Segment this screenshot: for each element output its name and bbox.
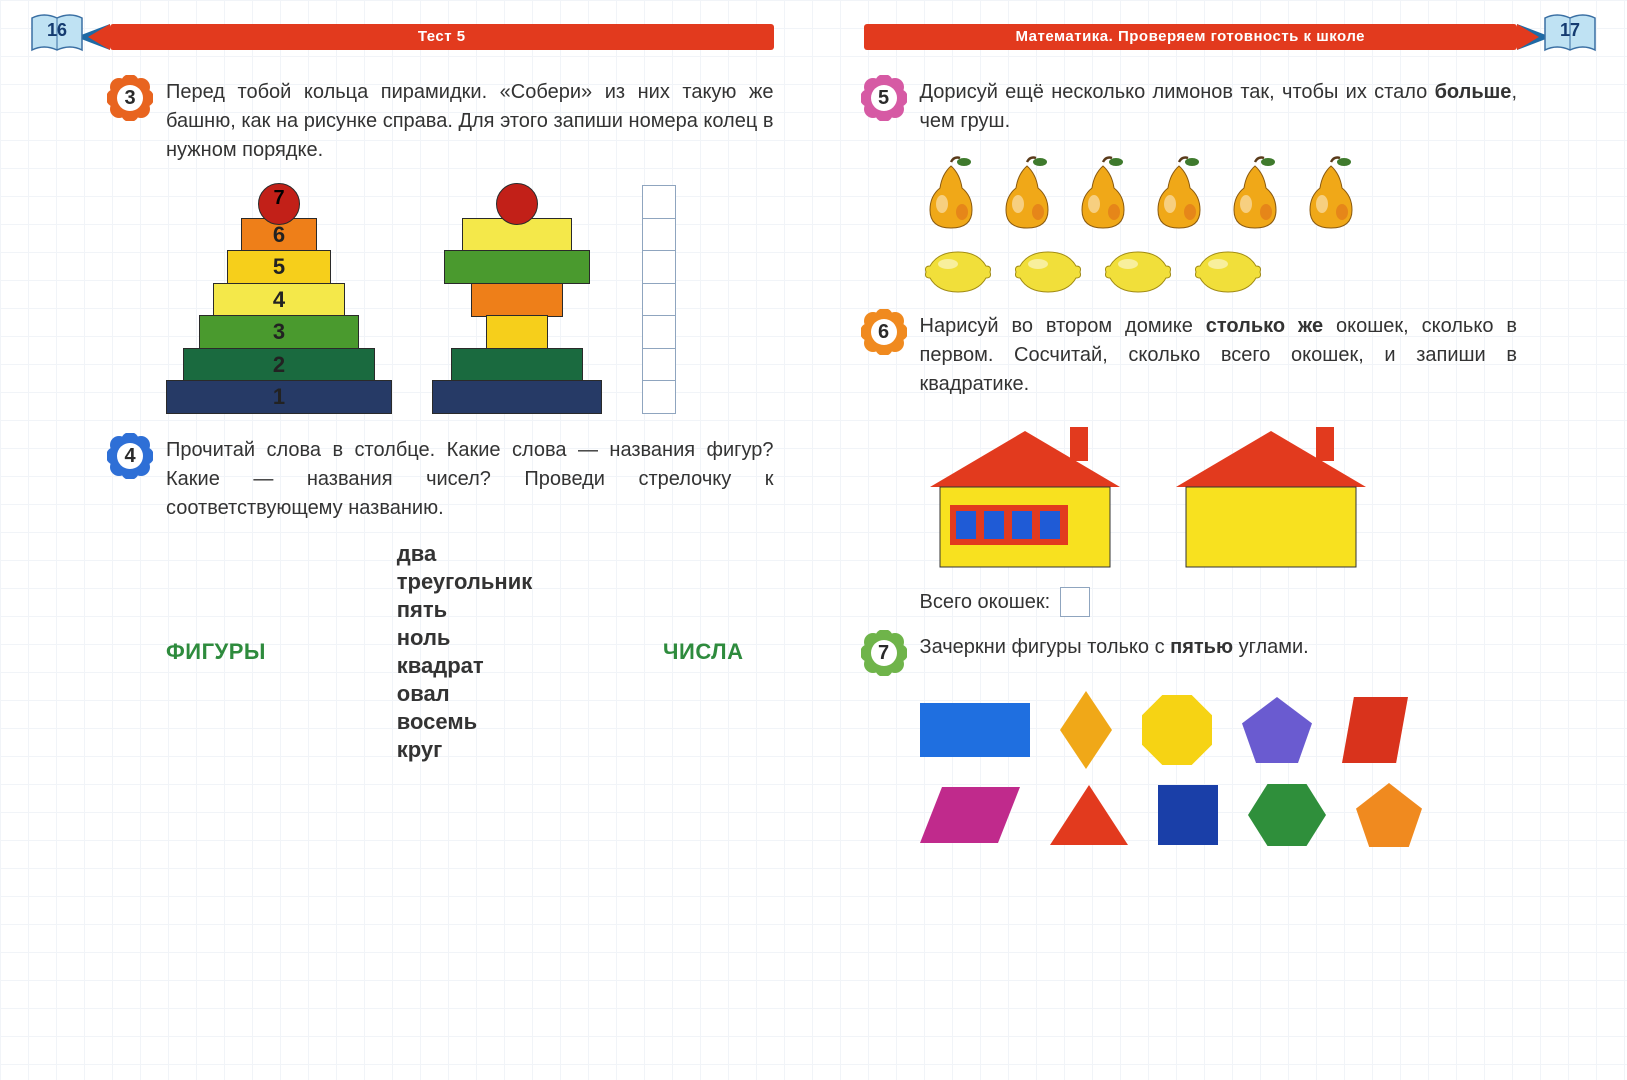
task-7: 7 Зачеркни фигуры только с пятью углами. (864, 633, 1518, 673)
total-input[interactable] (1060, 587, 1090, 617)
header-bar-right: Математика. Проверяем готовность к школе (864, 24, 1518, 50)
house-1 (920, 417, 1130, 577)
pear-icon (996, 154, 1058, 232)
answer-cell-3[interactable] (642, 283, 676, 317)
word-треугольник: треугольник (397, 569, 532, 595)
pyramid-figure: 7654321 (166, 183, 774, 414)
task-badge-7: 7 (864, 633, 904, 673)
numbers-label: ЧИСЛА (663, 639, 743, 665)
answer-cell-0[interactable] (642, 185, 676, 219)
task-badge-3: 3 (110, 78, 150, 118)
answer-column[interactable] (642, 185, 676, 414)
task-4-text: Прочитай слова в столбце. Какие слова — … (166, 436, 774, 523)
shapes-row-1[interactable] (920, 691, 1518, 769)
answer-cell-2[interactable] (642, 250, 676, 284)
word-column: дватреугольникпятьнольквадратовалвосемьк… (397, 541, 532, 763)
lemon-icon (1010, 246, 1086, 298)
shape-pent2[interactable] (1356, 783, 1422, 847)
figures-label: ФИГУРЫ (166, 639, 266, 665)
houses (920, 417, 1518, 577)
page-number-left: 16 (30, 12, 84, 54)
word-пять: пять (397, 597, 447, 623)
pear-icon (920, 154, 982, 232)
tower-ring-2 (444, 250, 590, 284)
task-7-text: Зачеркни фигуры только с пятью углами. (920, 633, 1309, 673)
word-овал: овал (397, 681, 450, 707)
shape-octagon[interactable] (1142, 695, 1212, 765)
shape-rect[interactable] (920, 703, 1030, 757)
word-круг: круг (397, 737, 443, 763)
task-5-text: Дорисуй ещё несколько лимонов так, чтобы… (920, 78, 1518, 136)
tower-ball (496, 183, 538, 225)
lemon-icon (1190, 246, 1266, 298)
pear-row (920, 154, 1518, 232)
pear-icon (1148, 154, 1210, 232)
windows-total: Всего окошек: (920, 587, 1518, 617)
pyramid-tower (432, 183, 602, 414)
word-ноль: ноль (397, 625, 451, 651)
lemon-icon (1100, 246, 1176, 298)
task-badge-4: 4 (110, 436, 150, 476)
task-6: 6 Нарисуй во втором домике столько же ок… (864, 312, 1518, 399)
header-bar-left: Тест 5 (110, 24, 774, 50)
answer-cell-5[interactable] (642, 348, 676, 382)
lemon-row[interactable] (920, 246, 1518, 298)
page-left: 16 Тест 5 3 Перед тобой кольца пирамидки… (0, 0, 814, 1080)
task-5: 5 Дорисуй ещё несколько лимонов так, что… (864, 78, 1518, 136)
word-два: два (397, 541, 436, 567)
shape-pentagon[interactable] (1242, 697, 1312, 763)
task-3: 3 Перед тобой кольца пирамидки. «Собери»… (110, 78, 774, 165)
task-badge-5: 5 (864, 78, 904, 118)
ring-5: 5 (227, 250, 331, 284)
ring-1: 1 (166, 380, 392, 414)
lemon-icon (920, 246, 996, 298)
ring-4: 4 (213, 283, 345, 317)
word-квадрат: квадрат (397, 653, 484, 679)
answer-cell-6[interactable] (642, 380, 676, 414)
house-2[interactable] (1166, 417, 1376, 577)
shape-hex[interactable] (1248, 784, 1326, 846)
word-восемь: восемь (397, 709, 477, 735)
task-4-words: ФИГУРЫ дватреугольникпятьнольквадратовал… (166, 541, 744, 763)
page-right: 17 Математика. Проверяем готовность к шк… (814, 0, 1627, 1080)
shape-para[interactable] (920, 787, 1020, 843)
tower-ring-6 (432, 380, 602, 414)
pear-icon (1072, 154, 1134, 232)
task-badge-6: 6 (864, 312, 904, 352)
pyramid-labeled: 7654321 (166, 183, 392, 414)
answer-cell-4[interactable] (642, 315, 676, 349)
shape-square[interactable] (1158, 785, 1218, 845)
ring-3: 3 (199, 315, 359, 349)
shape-diamond[interactable] (1060, 691, 1112, 769)
page-number-right: 17 (1543, 12, 1597, 54)
tower-ring-5 (451, 348, 583, 382)
answer-cell-1[interactable] (642, 218, 676, 252)
task-3-text: Перед тобой кольца пирамидки. «Собери» и… (166, 78, 774, 165)
pear-icon (1300, 154, 1362, 232)
task-6-text: Нарисуй во втором домике столько же окош… (920, 312, 1518, 399)
task-4: 4 Прочитай слова в столбце. Какие слова … (110, 436, 774, 523)
tower-ring-3 (471, 283, 563, 317)
ring-2: 2 (183, 348, 375, 382)
pear-icon (1224, 154, 1286, 232)
shape-trap[interactable] (1342, 697, 1408, 763)
shape-tri[interactable] (1050, 785, 1128, 845)
shapes-row-2[interactable] (920, 783, 1518, 847)
tower-ring-4 (486, 315, 548, 349)
